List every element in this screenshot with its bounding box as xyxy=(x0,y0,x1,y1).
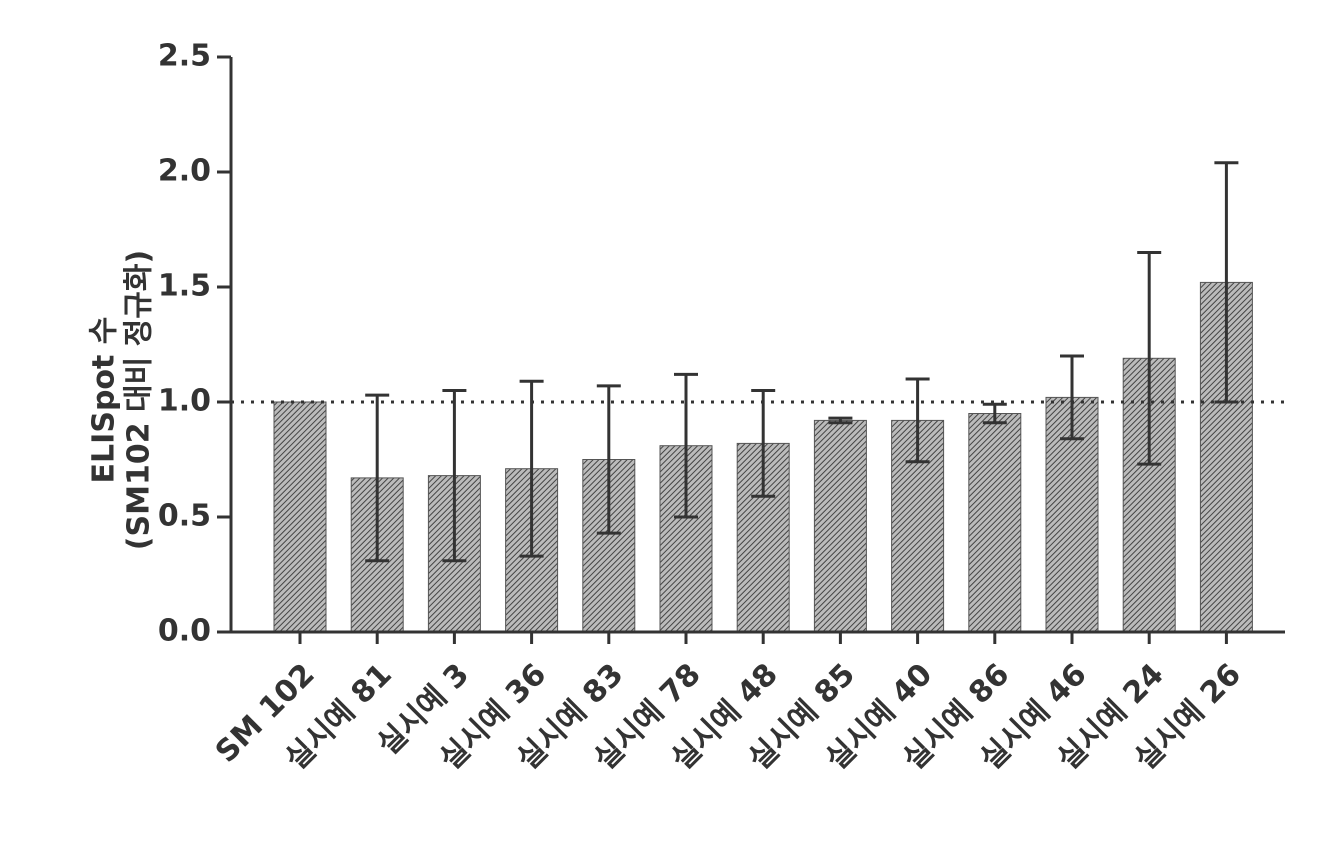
bar xyxy=(969,414,1021,633)
y-axis-label: (SM102 대비 정규화) xyxy=(122,250,157,550)
bar xyxy=(274,402,326,632)
y-tick-label: 0.0 xyxy=(158,614,211,649)
bar xyxy=(814,420,866,632)
chart: ELISpot 수 (SM102 대비 정규화) 0.0 0.5 1.0 1.5 2.0… xyxy=(0,0,1329,853)
y-tick-label: 2.5 xyxy=(158,39,211,74)
y-tick-label: 0.5 xyxy=(158,499,211,534)
y-axis-label: ELISpot 수 xyxy=(87,317,122,484)
y-tick-label: 2.0 xyxy=(158,154,211,189)
y-tick-label: 1.5 xyxy=(158,269,211,304)
y-tick-label: 1.0 xyxy=(158,384,211,419)
